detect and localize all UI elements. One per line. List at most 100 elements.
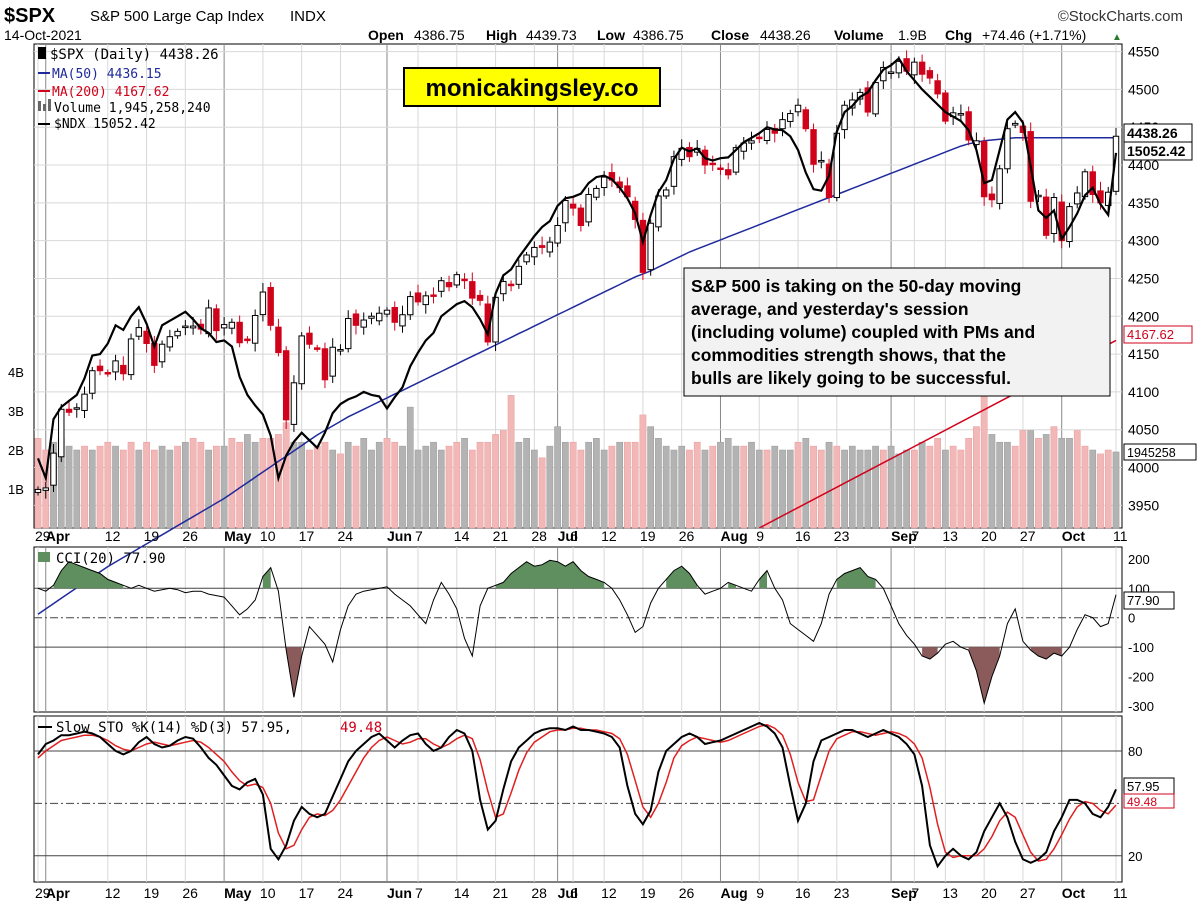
candle-body bbox=[58, 408, 65, 458]
cci-fill bbox=[836, 567, 876, 589]
volume-bar bbox=[329, 449, 337, 529]
volume-bar bbox=[34, 438, 42, 529]
candle bbox=[383, 307, 391, 318]
volume-bar bbox=[220, 445, 228, 529]
volume-bar bbox=[608, 445, 616, 529]
cci-title: CCI(20) 77.90 bbox=[38, 551, 166, 567]
volume-bar bbox=[499, 430, 507, 529]
volume-bar bbox=[740, 445, 748, 529]
x-tick-label: 26 bbox=[182, 528, 198, 544]
volume-bar bbox=[988, 434, 996, 529]
open-value: 4386.75 bbox=[414, 27, 465, 43]
volume-bar bbox=[1066, 438, 1073, 529]
legend-ma50: MA(50) 4436.15 bbox=[52, 67, 162, 82]
x-tick-label: Jun bbox=[387, 885, 412, 901]
candle bbox=[942, 89, 949, 125]
x-tick-label: 13 bbox=[942, 528, 958, 544]
cci-fill bbox=[262, 567, 271, 589]
low-label: Low bbox=[597, 27, 625, 43]
ndx-line bbox=[36, 56, 1118, 483]
candle-body bbox=[988, 193, 996, 201]
cci-title-text: CCI(20) 77.90 bbox=[56, 551, 166, 567]
candle bbox=[213, 304, 220, 340]
volume-bar bbox=[577, 449, 585, 529]
k-tag: 57.95 bbox=[1127, 779, 1160, 794]
candle bbox=[818, 151, 825, 169]
x-tick-label: 26 bbox=[679, 885, 695, 901]
candle bbox=[42, 481, 49, 499]
candle bbox=[1011, 120, 1019, 129]
candle-body bbox=[794, 104, 802, 113]
x-tick-label: May bbox=[224, 528, 251, 544]
sto-tick-label: 20 bbox=[1128, 849, 1142, 864]
exchange-label: INDX bbox=[290, 8, 326, 25]
price-legend: $SPX (Daily) 4438.26 MA(50) 4436.15 MA(2… bbox=[38, 47, 219, 132]
sto-title: Slow STO %K(14) %D(3) 57.95, 49.48 bbox=[38, 720, 382, 736]
candle-body bbox=[709, 162, 716, 166]
x-tick-label: Apr bbox=[46, 528, 71, 544]
candle-body bbox=[438, 280, 445, 292]
x-tick-label: 19 bbox=[640, 885, 656, 901]
candle bbox=[182, 320, 189, 336]
candle-body bbox=[1089, 171, 1096, 195]
candle-body bbox=[980, 141, 988, 198]
cci-fill bbox=[728, 582, 736, 589]
candle bbox=[593, 185, 600, 201]
volume-bar bbox=[321, 441, 329, 529]
candle-body bbox=[399, 314, 406, 327]
volume-bar bbox=[1058, 438, 1066, 529]
volume-bar bbox=[1042, 434, 1050, 529]
candle bbox=[562, 196, 569, 232]
x-tick-label: 16 bbox=[795, 885, 811, 901]
candle-body bbox=[655, 195, 662, 228]
x-tick-label: 7 bbox=[911, 528, 919, 544]
volume-bar bbox=[639, 414, 647, 529]
volume-bar bbox=[1104, 449, 1112, 529]
candle-body bbox=[507, 283, 515, 287]
volume-bar bbox=[96, 445, 104, 529]
volume-bar bbox=[298, 441, 306, 529]
open-label: Open bbox=[368, 27, 404, 43]
volume-bar bbox=[709, 445, 717, 529]
candle-body bbox=[135, 327, 143, 337]
x-tick-label: 16 bbox=[795, 528, 811, 544]
candle bbox=[717, 164, 724, 175]
sto-k-line bbox=[37, 721, 1117, 869]
x-tick-label: 11 bbox=[1113, 885, 1128, 901]
candle-body bbox=[1011, 122, 1019, 126]
x-tick-label: 12 bbox=[105, 528, 121, 544]
candle-body bbox=[368, 315, 375, 319]
x-tick-label: 19 bbox=[144, 885, 160, 901]
candle-body bbox=[213, 308, 220, 332]
chg-value: +74.46 (+1.71%) bbox=[982, 27, 1086, 43]
x-tick-label: 23 bbox=[834, 528, 850, 544]
price-tick-label: 4000 bbox=[1128, 460, 1159, 476]
candle-body bbox=[174, 330, 181, 337]
volume-bar bbox=[779, 449, 786, 529]
candle bbox=[445, 275, 453, 292]
candle bbox=[794, 98, 802, 117]
x-tick-label: 19 bbox=[640, 528, 656, 544]
candle-body bbox=[422, 295, 429, 306]
x-tick-label: 21 bbox=[493, 528, 509, 544]
candle bbox=[515, 259, 523, 289]
candle bbox=[438, 276, 445, 298]
volume-bar bbox=[678, 445, 686, 529]
candle-body bbox=[329, 346, 336, 377]
candle-body bbox=[143, 330, 150, 344]
candle bbox=[352, 309, 360, 335]
candle bbox=[104, 369, 112, 377]
price-tick-label: 4050 bbox=[1128, 422, 1159, 438]
ndx-tag: 15052.42 bbox=[1127, 143, 1186, 159]
candle-body bbox=[189, 325, 197, 329]
volume-bar bbox=[81, 445, 88, 529]
price-axis: 3950 4000 4050 4100 4150 4200 4250 4300 4350 4400… bbox=[1128, 44, 1159, 514]
x-tick-label: 12 bbox=[601, 528, 617, 544]
candle-body bbox=[476, 294, 484, 301]
candle bbox=[965, 106, 972, 146]
candle-body bbox=[391, 306, 398, 323]
volume-bar bbox=[492, 434, 499, 529]
x-tick-label: 9 bbox=[756, 885, 764, 901]
x-tick-label: 7 bbox=[415, 885, 423, 901]
